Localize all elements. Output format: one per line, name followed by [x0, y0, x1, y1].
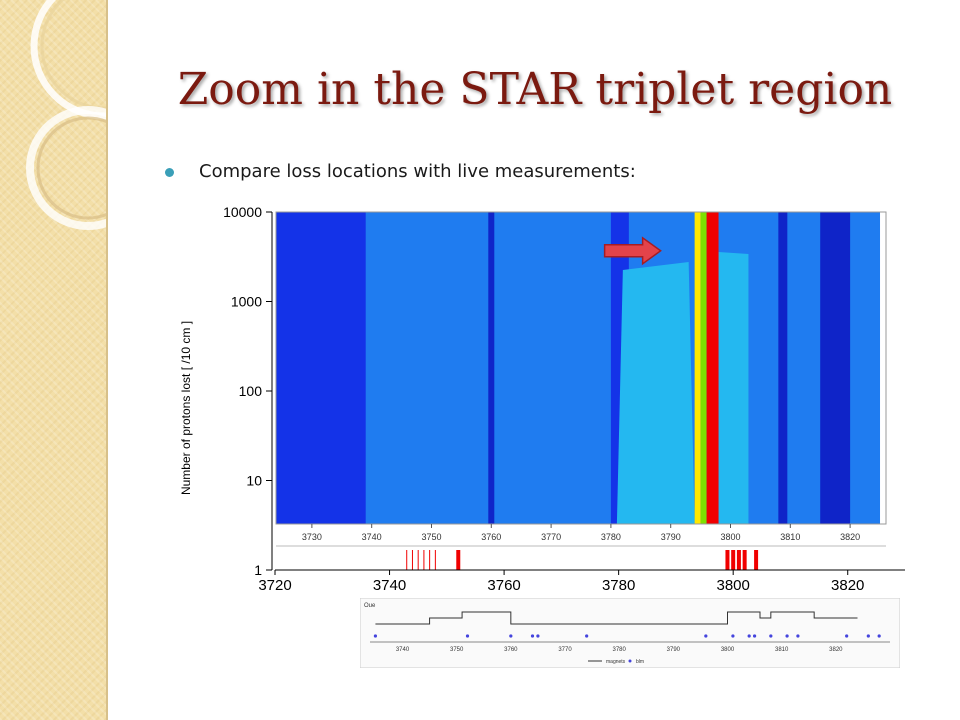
- heat-dark-stripe-2: [820, 212, 851, 524]
- y-tick-label-4: 1: [254, 562, 262, 578]
- measurement-x-tick-label-6: 3800: [721, 647, 735, 653]
- outer-x-tick-label-0: 3720: [258, 577, 291, 594]
- loss-band-0: [694, 212, 701, 524]
- heat-dark-stripe-1: [778, 212, 788, 524]
- outer-x-tick-label-2: 3760: [487, 577, 520, 594]
- y-tick-label-0: 10000: [223, 204, 262, 220]
- inner-x-tick-label-5: 3780: [601, 532, 621, 542]
- loss-band-2: [706, 212, 719, 524]
- outer-x-tick-label-5: 3820: [831, 577, 864, 594]
- aperture-thick-2: [731, 550, 736, 570]
- y-tick-label-2: 100: [239, 383, 263, 399]
- loss-heatmap-chart: 10000 1000 100 10 1 Number of protons lost […: [179, 204, 905, 594]
- measurement-corner-label: Oue: [364, 603, 376, 609]
- measurement-x-tick-label-3: 3770: [558, 647, 572, 653]
- measurement-x-tick-label-2: 3760: [504, 647, 518, 653]
- slide-title: Zoom in the STAR triplet region: [177, 64, 893, 115]
- heat-right-edge: [880, 212, 886, 524]
- loss-band-1: [700, 212, 707, 524]
- y-axis-label: Number of protons lost [ /10 cm ]: [179, 321, 193, 495]
- heat-region-high: [616, 262, 695, 524]
- series-blm-point-7: [731, 634, 735, 638]
- bullet-icon: [165, 168, 174, 177]
- measurement-x-axis: 3740 3750 3760 3770 3780 3790 3800 3810 3820: [370, 641, 890, 653]
- inner-x-tick-label-2: 3750: [421, 532, 441, 542]
- loss-arrow-annotation: [603, 236, 662, 266]
- series-blm-point-9: [752, 634, 757, 638]
- series-blm-point-8: [747, 634, 751, 638]
- arrow-icon: [603, 236, 662, 266]
- deco-circle-2: [26, 106, 106, 230]
- inner-x-tick-label-6: 3790: [661, 532, 681, 542]
- inner-x-tick-label-4: 3770: [541, 532, 561, 542]
- series-blm-point-14: [866, 634, 870, 638]
- legend-blm-swatch: [628, 659, 632, 663]
- outer-x-tick-label-3: 3780: [602, 577, 635, 594]
- measurement-x-tick-label-5: 3790: [667, 647, 681, 653]
- legend-blm-label: blm: [636, 659, 644, 665]
- outer-x-tick-label-4: 3800: [716, 577, 749, 594]
- inner-x-tick-label-3: 3760: [481, 532, 501, 542]
- series-blm-point-6: [704, 634, 708, 638]
- series-magnets-line: [375, 611, 858, 625]
- series-blm-point-13: [845, 634, 849, 638]
- y-tick-label-1: 1000: [231, 294, 262, 310]
- series-blm-point-5: [585, 634, 589, 638]
- aperture-thick-5: [754, 550, 759, 570]
- decorative-side-stripe: [0, 0, 108, 720]
- series-blm-point-3: [530, 634, 535, 638]
- heatmap-area: [275, 211, 887, 525]
- series-blm-point-11: [785, 634, 789, 638]
- measurement-lines: [360, 598, 900, 668]
- measurement-x-tick-label-1: 3750: [450, 647, 464, 653]
- series-blm-point-4: [536, 634, 540, 638]
- legend-magnets-label: magnets: [606, 659, 626, 665]
- deco-circle-1-inner: [40, 0, 106, 110]
- outer-x-tick-label-1: 3740: [373, 577, 406, 594]
- series-blm-point-12: [796, 634, 800, 638]
- inner-x-tick-label-7: 3800: [720, 532, 740, 542]
- heat-region-high-right: [718, 252, 749, 524]
- aperture-marks: [406, 550, 759, 570]
- decorative-circles: [26, 0, 106, 230]
- inner-x-tick-label-8: 3810: [780, 532, 800, 542]
- heat-dark-stripe-0: [488, 212, 495, 524]
- inner-x-tick-label-1: 3740: [362, 532, 382, 542]
- series-blm-point-1: [465, 634, 470, 638]
- inner-x-axis: 3730 3740 3750 3760 3770 3780 3790 3800 3810 3820: [276, 524, 886, 547]
- aperture-thick-3: [736, 550, 741, 570]
- aperture-thick-0: [456, 550, 461, 570]
- series-blm-point-10: [769, 634, 773, 638]
- measurement-legend: magnets blm: [588, 659, 644, 665]
- series-blm-point-2: [509, 634, 513, 638]
- y-tick-label-3: 10: [246, 473, 262, 489]
- series-blm-point-15: [877, 634, 881, 638]
- inner-x-tick-label-0: 3730: [302, 532, 322, 542]
- deco-circle-2-inner: [36, 116, 106, 220]
- outer-x-axis: 3720 3740 3760 3780 3800 3820: [258, 569, 905, 594]
- measurement-line-chart: 3740 3750 3760 3770 3780 3790 3800 3810 3820 Oue…: [360, 598, 900, 668]
- aperture-thick-4: [742, 550, 747, 570]
- series-blm-point-0: [373, 634, 378, 638]
- heat-frame: [275, 211, 887, 525]
- bullet-text: Compare loss locations with live measure…: [199, 161, 636, 182]
- measurement-x-tick-label-0: 3740: [396, 647, 410, 653]
- inner-x-tick-label-9: 3820: [840, 532, 860, 542]
- measurement-background: [360, 598, 900, 668]
- measurement-x-tick-label-7: 3810: [775, 647, 789, 653]
- measurement-x-tick-label-4: 3780: [612, 647, 626, 653]
- aperture-thick-1: [725, 550, 730, 570]
- measurement-x-tick-label-8: 3820: [829, 647, 843, 653]
- y-axis: 10000 1000 100 10 1: [223, 204, 273, 578]
